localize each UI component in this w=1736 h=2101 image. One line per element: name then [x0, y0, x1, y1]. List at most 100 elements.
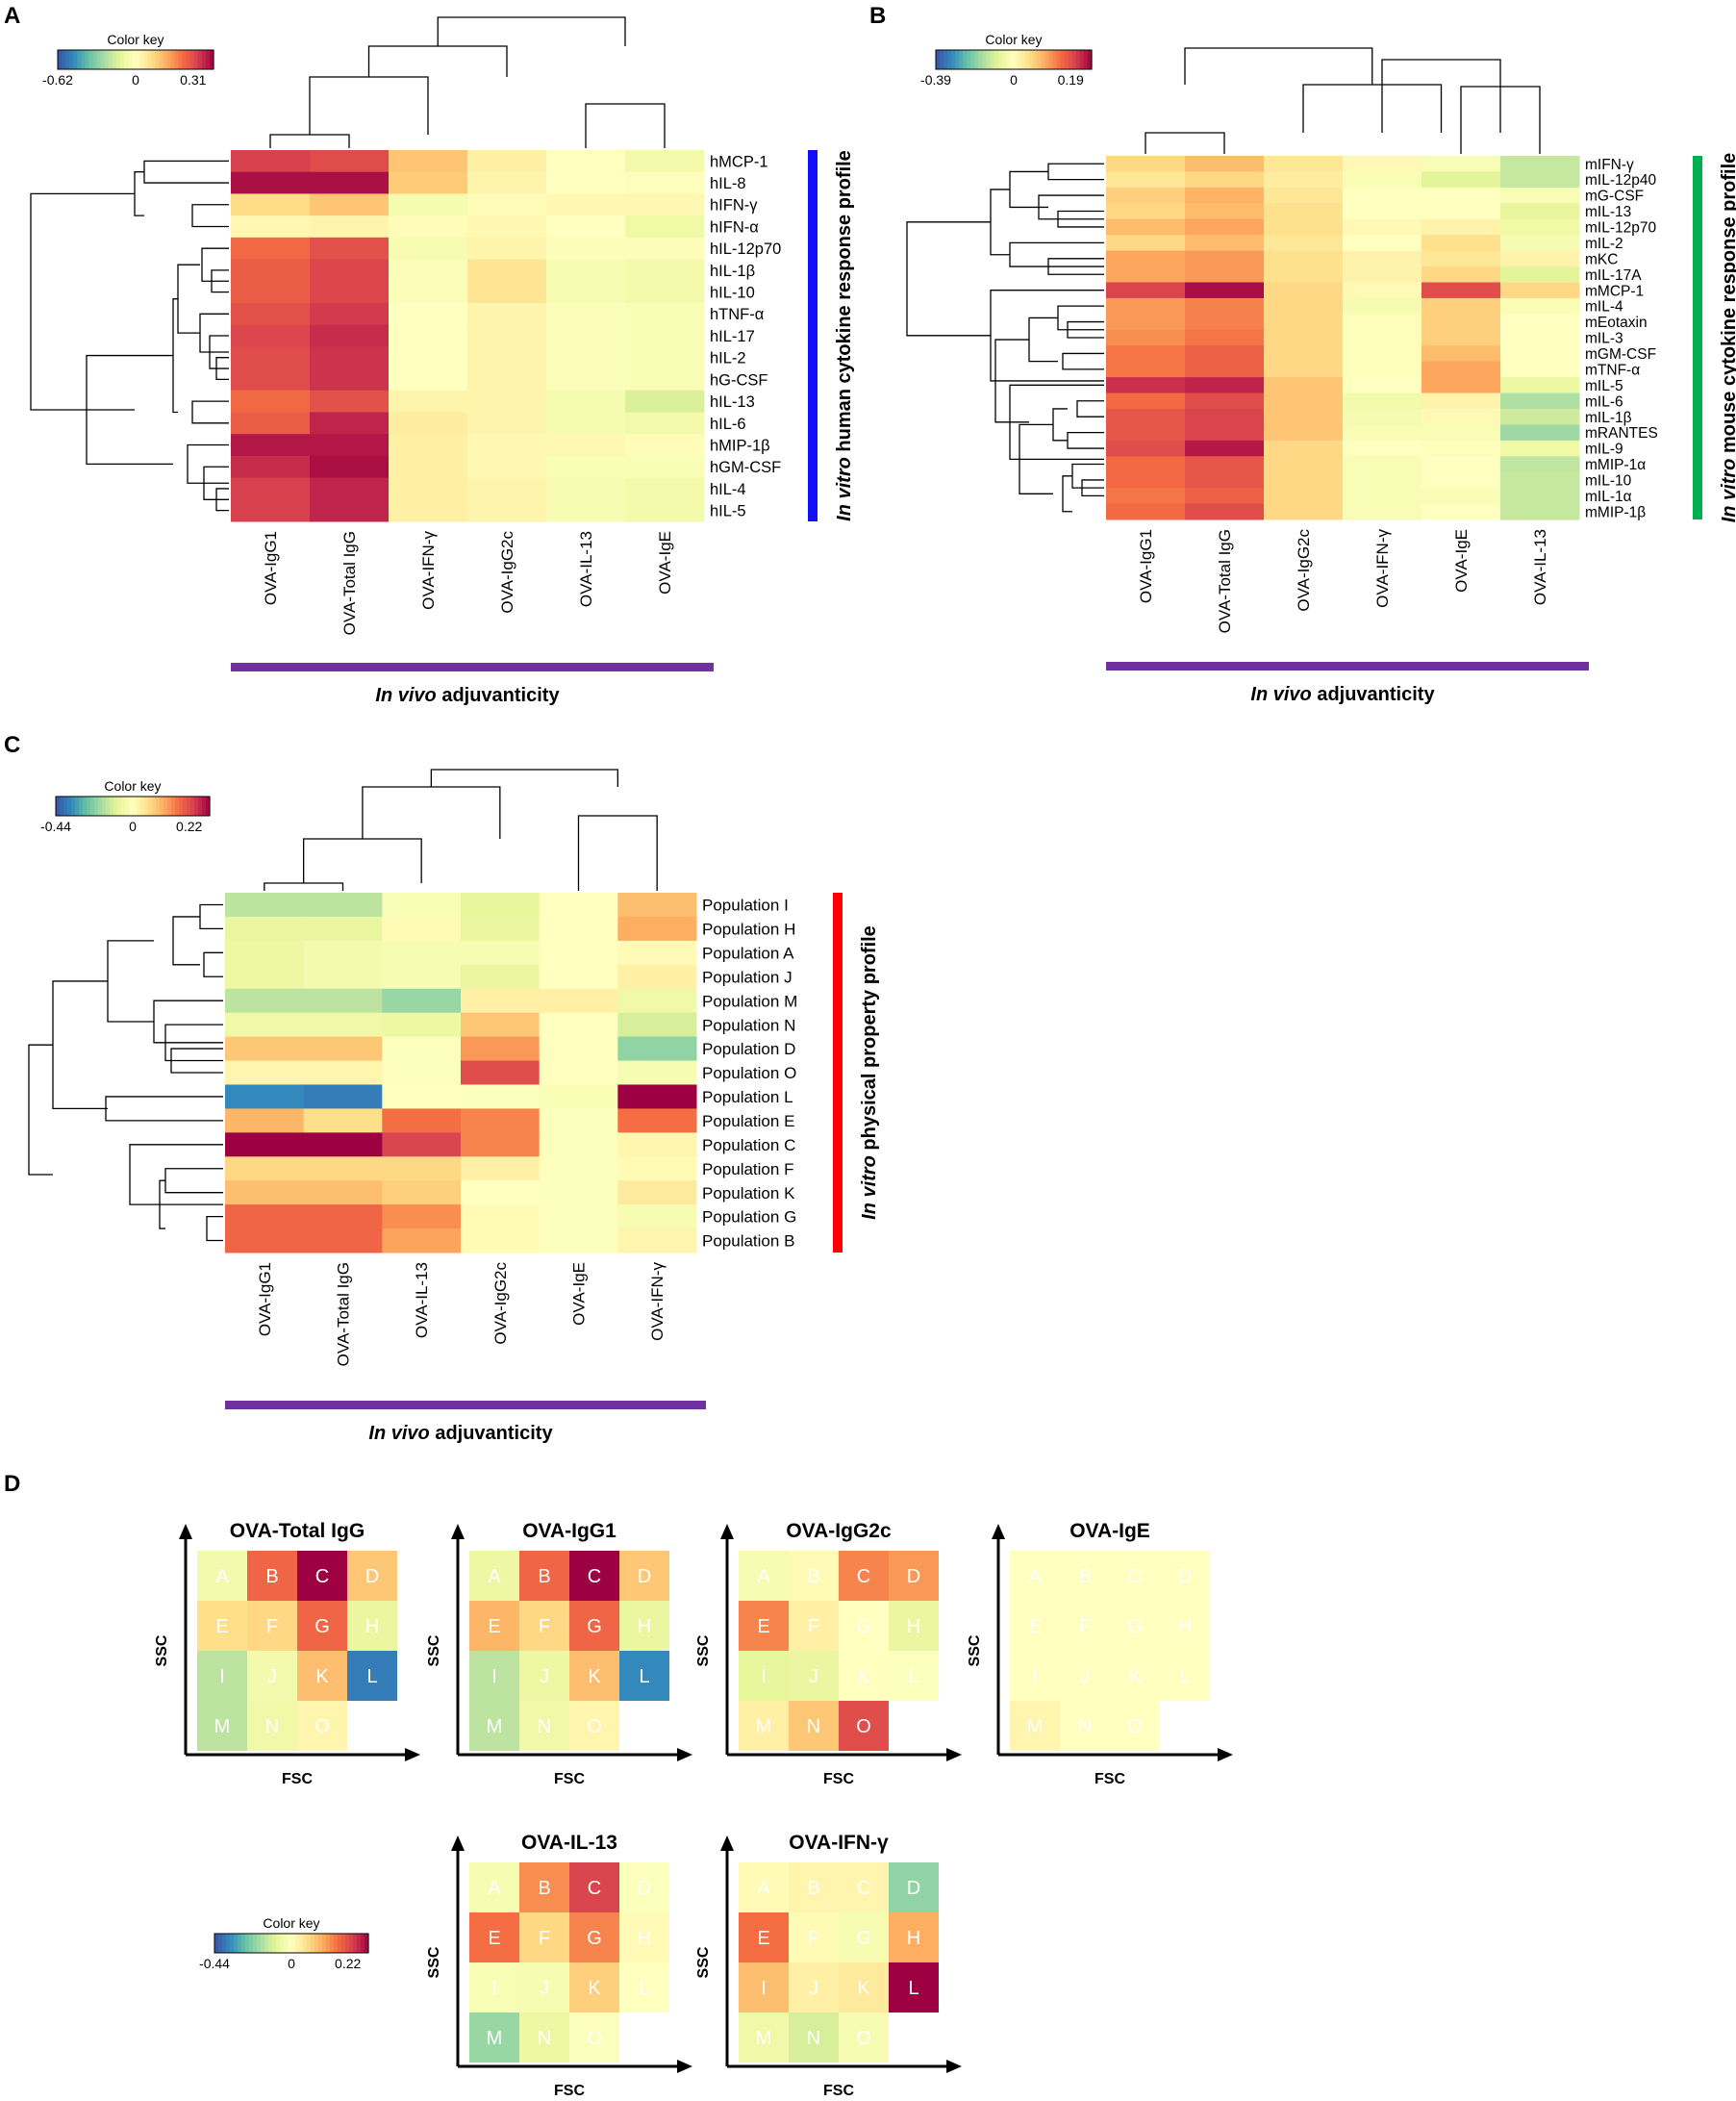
heatmap-cell [1185, 361, 1265, 378]
color-key-swatch [1060, 50, 1066, 69]
heatmap-cell [1264, 361, 1344, 378]
color-key-swatch [110, 797, 114, 816]
column-label: OVA-IgG1 [1137, 529, 1155, 603]
color-key-swatch [1014, 50, 1019, 69]
color-key-swatch [353, 1934, 358, 1953]
heatmap-cell [1106, 424, 1186, 442]
color-key-tick-label: -0.39 [920, 72, 951, 88]
grid-cell-letter: G [587, 1616, 602, 1637]
col-branch [1184, 47, 1373, 85]
grid-cell [789, 1551, 839, 1601]
heatmap-cell [625, 346, 705, 369]
color-key-swatch [970, 50, 976, 69]
row-label: Population I [702, 897, 789, 915]
grid-title: OVA-IFN-γ [789, 1832, 889, 1854]
row-label: mIL-2 [1585, 236, 1623, 252]
grid-cell-letter: I [761, 1666, 767, 1687]
heatmap-cell [1343, 203, 1422, 220]
heatmap-cell [467, 434, 547, 457]
heatmap-cell [303, 988, 383, 1014]
color-key-swatch [245, 1934, 250, 1953]
row-label: Population C [702, 1136, 795, 1154]
color-key-swatch [58, 50, 63, 69]
heatmap-cell [461, 1180, 541, 1205]
heatmap-cell [1500, 440, 1580, 457]
grid-cell-letter: B [1078, 1566, 1091, 1587]
heatmap-cell [389, 390, 468, 413]
color-key-tick-label: 0 [129, 819, 137, 834]
heatmap-cell [310, 499, 390, 522]
row-label: Population N [702, 1016, 795, 1034]
grid-cell [519, 1962, 569, 2012]
grid-cell [789, 1912, 839, 1962]
heatmap-cell [382, 988, 462, 1014]
grid-cell [619, 1912, 669, 1962]
fsc-axis-arrow [1218, 1748, 1233, 1761]
row-label: mMIP-1α [1585, 457, 1646, 473]
grid-cell [469, 1962, 519, 2012]
heatmap-cell [303, 1084, 383, 1109]
col-branch [1381, 59, 1501, 133]
color-key-swatch [171, 797, 176, 816]
grid-cell-letter: D [365, 1566, 379, 1587]
grid-cell-letter: F [539, 1616, 550, 1637]
row-branch [1009, 241, 1104, 267]
heatmap-cell [303, 1060, 383, 1085]
heatmap-cell [303, 1036, 383, 1062]
grid-cell [569, 1912, 619, 1962]
fsc-ssc-grid: OVA-IgG2c A B C D E F G H I J K L M N O FSC SSC [695, 1520, 962, 1787]
column-label: OVA-IgG2c [1295, 529, 1313, 612]
grid-cell-letter: F [1079, 1616, 1091, 1637]
heatmap-cell [382, 1012, 462, 1038]
heatmap-cell [546, 171, 626, 194]
profile-title-italic: In vitro [834, 457, 855, 521]
grid-cell [1010, 1701, 1060, 1751]
heatmap-cell [1343, 171, 1422, 189]
row-label: mIL-10 [1585, 472, 1632, 489]
grid-cell [519, 1551, 569, 1601]
row-label: mMCP-1 [1585, 283, 1644, 299]
grid-cell [1010, 1651, 1060, 1701]
row-branch [906, 221, 991, 337]
grid-cell-letter: E [488, 1928, 500, 1949]
heatmap-cell [1264, 203, 1344, 220]
heatmap-cell [1500, 488, 1580, 505]
color-key-title: Color key [107, 32, 164, 47]
grid-cell-letter: A [1028, 1566, 1042, 1587]
color-key-swatch [249, 1934, 254, 1953]
row-label: hGM-CSF [710, 459, 781, 476]
row-label: mIFN-γ [1585, 157, 1634, 173]
heatmap-cell [231, 302, 311, 326]
color-key-swatch [92, 50, 98, 69]
heatmap-cell [1264, 503, 1344, 520]
heatmap-cell [546, 346, 626, 369]
col-branch [264, 882, 344, 891]
grid-cell-letter: L [1179, 1666, 1190, 1687]
heatmap-cell [1422, 218, 1501, 236]
grid-cell [789, 1601, 839, 1651]
color-key-swatch [238, 1934, 242, 1953]
row-label: hIL-13 [710, 393, 755, 411]
heatmap-cell [1106, 377, 1186, 394]
heatmap-cell [1264, 456, 1344, 473]
heatmap-cell [546, 390, 626, 413]
heatmap-cell [382, 964, 462, 990]
heatmap-cell [382, 1132, 462, 1157]
heatmap-cell [231, 215, 311, 239]
heatmap-cell [1264, 282, 1344, 299]
grid-cell-letter: G [1127, 1616, 1143, 1637]
color-key-swatch [81, 50, 86, 69]
row-label: hIFN-γ [710, 197, 758, 215]
grid-cell [469, 1601, 519, 1651]
heatmap-cell [231, 434, 311, 457]
ssc-axis-label: SSC [426, 1634, 442, 1666]
grid-cell-letter: F [808, 1928, 819, 1949]
heatmap-cell [1106, 471, 1186, 489]
row-branch [1067, 431, 1104, 449]
grid-cell [619, 1651, 669, 1701]
row-branch [28, 1044, 53, 1176]
heatmap-cell [1343, 187, 1422, 204]
heatmap-cell [382, 1060, 462, 1085]
ssc-axis-arrow [451, 1524, 465, 1539]
